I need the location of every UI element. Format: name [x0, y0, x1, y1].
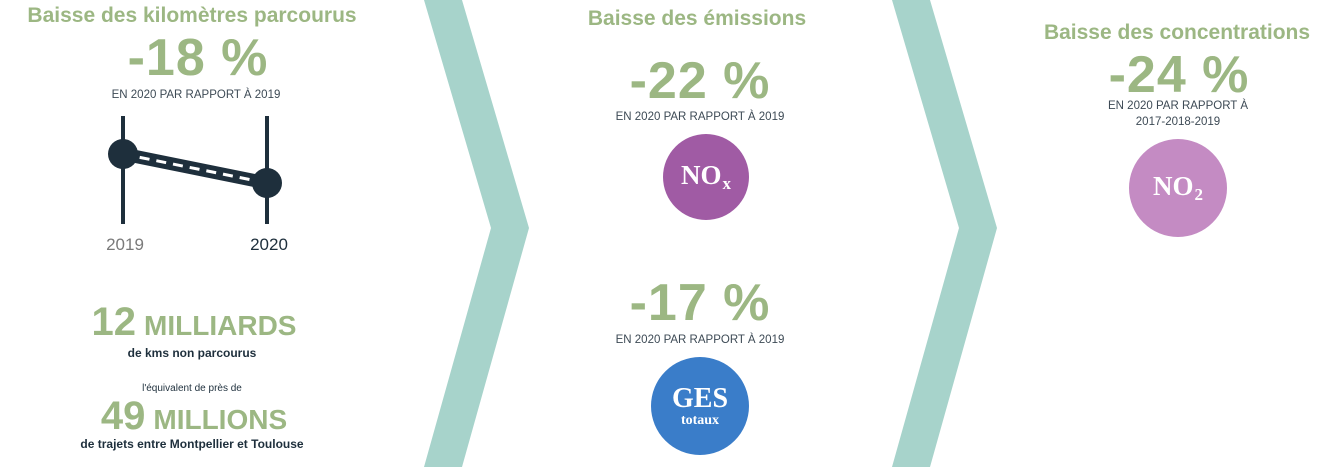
label-2019: 2019: [106, 235, 144, 254]
stat-milliards-caption: de kms non parcourus: [127, 346, 257, 360]
stat-milliards-unit: MILLIARDS: [144, 310, 297, 341]
ges-badge: GES totaux: [651, 357, 749, 455]
point-2019: [108, 139, 138, 169]
emissions-title: Baisse des émissions: [587, 7, 807, 30]
chevron-2: [892, 0, 997, 467]
stat-millions-unit: MILLIONS: [153, 404, 288, 435]
km-title: Baisse des kilomètres parcourus: [27, 4, 357, 27]
nox-badge-text: NO: [681, 160, 722, 190]
no2-subtitle-line1: EN 2020 PAR RAPPORT À: [1108, 100, 1248, 112]
stat-milliards-number: 12: [91, 300, 137, 344]
equivalent-text: l'équivalent de près de: [142, 383, 242, 394]
point-2020: [252, 168, 282, 198]
nox-badge-subscript: x: [722, 174, 732, 193]
stat-milliards: 12 MILLIARDS: [92, 302, 297, 342]
km-subtitle: EN 2020 PAR RAPPORT À 2019: [111, 89, 281, 101]
nox-subtitle: EN 2020 PAR RAPPORT À 2019: [615, 111, 785, 123]
road-dash: [122, 152, 268, 185]
ges-badge-text: GES: [671, 382, 729, 414]
no2-value: -24 %: [1108, 46, 1250, 104]
nox-value: -22 %: [629, 52, 771, 110]
concentrations-title: Baisse des concentrations: [1043, 21, 1311, 44]
km-value: -18 %: [127, 29, 269, 87]
chevron-1: [424, 0, 529, 467]
nox-badge: NOx: [663, 134, 749, 220]
no2-subtitle-line2: 2017-2018-2019: [1135, 116, 1221, 128]
label-2020: 2020: [250, 235, 288, 254]
stat-millions: 49 MILLIONS: [101, 396, 287, 436]
ges-value: -17 %: [629, 274, 771, 332]
no2-badge: NO2: [1129, 139, 1227, 237]
ges-badge-subtext: totaux: [680, 412, 720, 428]
stat-millions-number: 49: [100, 394, 146, 438]
stat-millions-caption: de trajets entre Montpellier et Toulouse: [80, 437, 304, 451]
no2-badge-subscript: 2: [1194, 185, 1204, 204]
no2-badge-text: NO: [1153, 171, 1194, 201]
km-line-chart: [108, 116, 282, 224]
ges-subtitle: EN 2020 PAR RAPPORT À 2019: [615, 334, 785, 346]
